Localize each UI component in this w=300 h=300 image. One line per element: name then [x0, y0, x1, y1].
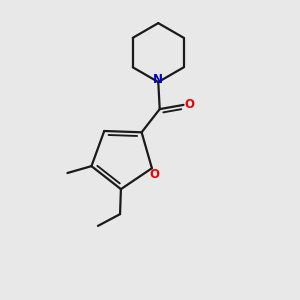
Text: O: O	[150, 168, 160, 181]
Text: O: O	[184, 98, 194, 111]
Text: N: N	[153, 73, 163, 86]
